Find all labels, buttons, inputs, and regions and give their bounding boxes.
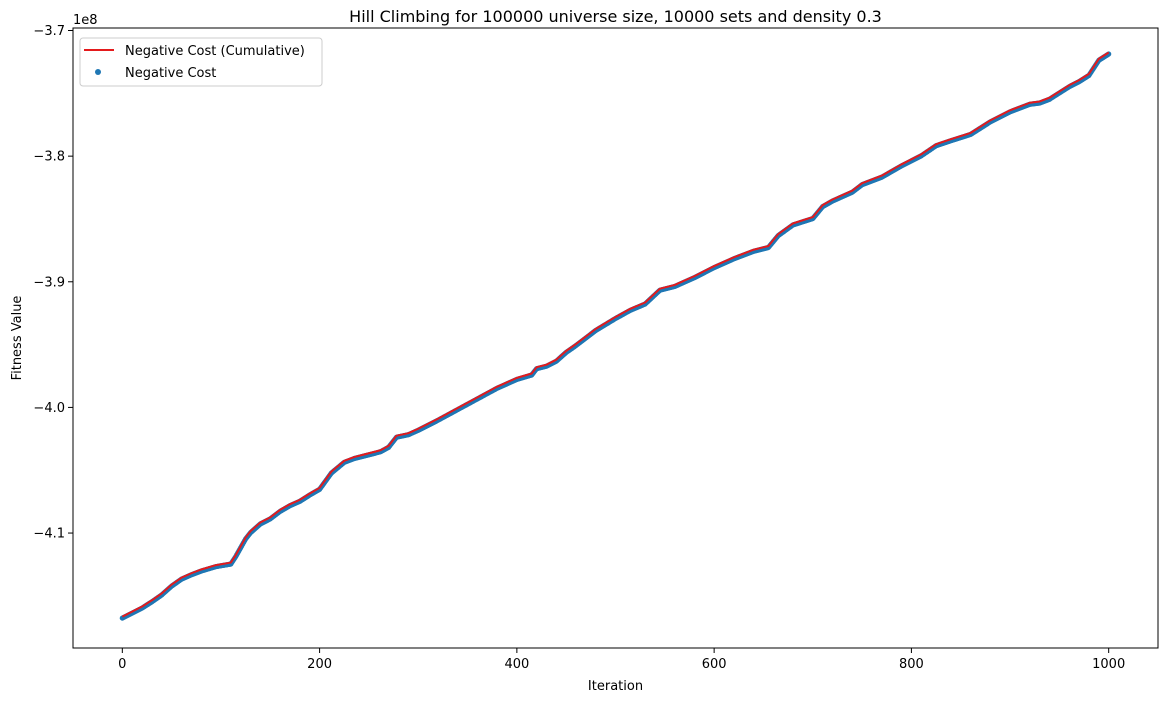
x-tick-label: 200 <box>307 657 332 672</box>
x-tick-label: 400 <box>504 657 529 672</box>
x-axis-label: Iteration <box>588 679 643 694</box>
scatter-series <box>119 51 1112 621</box>
x-tick-label: 600 <box>702 657 727 672</box>
plot-area <box>119 51 1112 621</box>
y-axis-ticks: −4.1 −4.0 −3.9 −3.8 −3.7 <box>33 24 73 542</box>
legend-line-label: Negative Cost (Cumulative) <box>125 44 305 59</box>
x-axis-ticks: 0 200 400 600 800 1000 <box>118 648 1125 672</box>
legend-box <box>79 37 323 87</box>
axes-frame <box>72 27 1159 649</box>
y-tick-label: −3.8 <box>33 150 65 165</box>
y-tick-label: −3.9 <box>33 275 65 290</box>
chart-title: Hill Climbing for 100000 universe size, … <box>349 7 882 26</box>
cumulative-line <box>121 51 1110 618</box>
y-axis-offset-label: 1e8 <box>73 13 98 28</box>
y-tick-label: −4.0 <box>33 401 65 416</box>
x-tick-label: 0 <box>118 657 126 672</box>
y-tick-label: −4.1 <box>33 527 65 542</box>
y-axis-label: Fitness Value <box>10 296 25 381</box>
x-tick-label: 1000 <box>1092 657 1125 672</box>
y-tick-label: −3.7 <box>33 24 65 39</box>
legend-scatter-swatch <box>95 69 101 75</box>
legend-scatter-label: Negative Cost <box>125 66 216 81</box>
legend: Negative Cost (Cumulative) Negative Cost <box>79 37 323 87</box>
x-tick-label: 800 <box>899 657 924 672</box>
